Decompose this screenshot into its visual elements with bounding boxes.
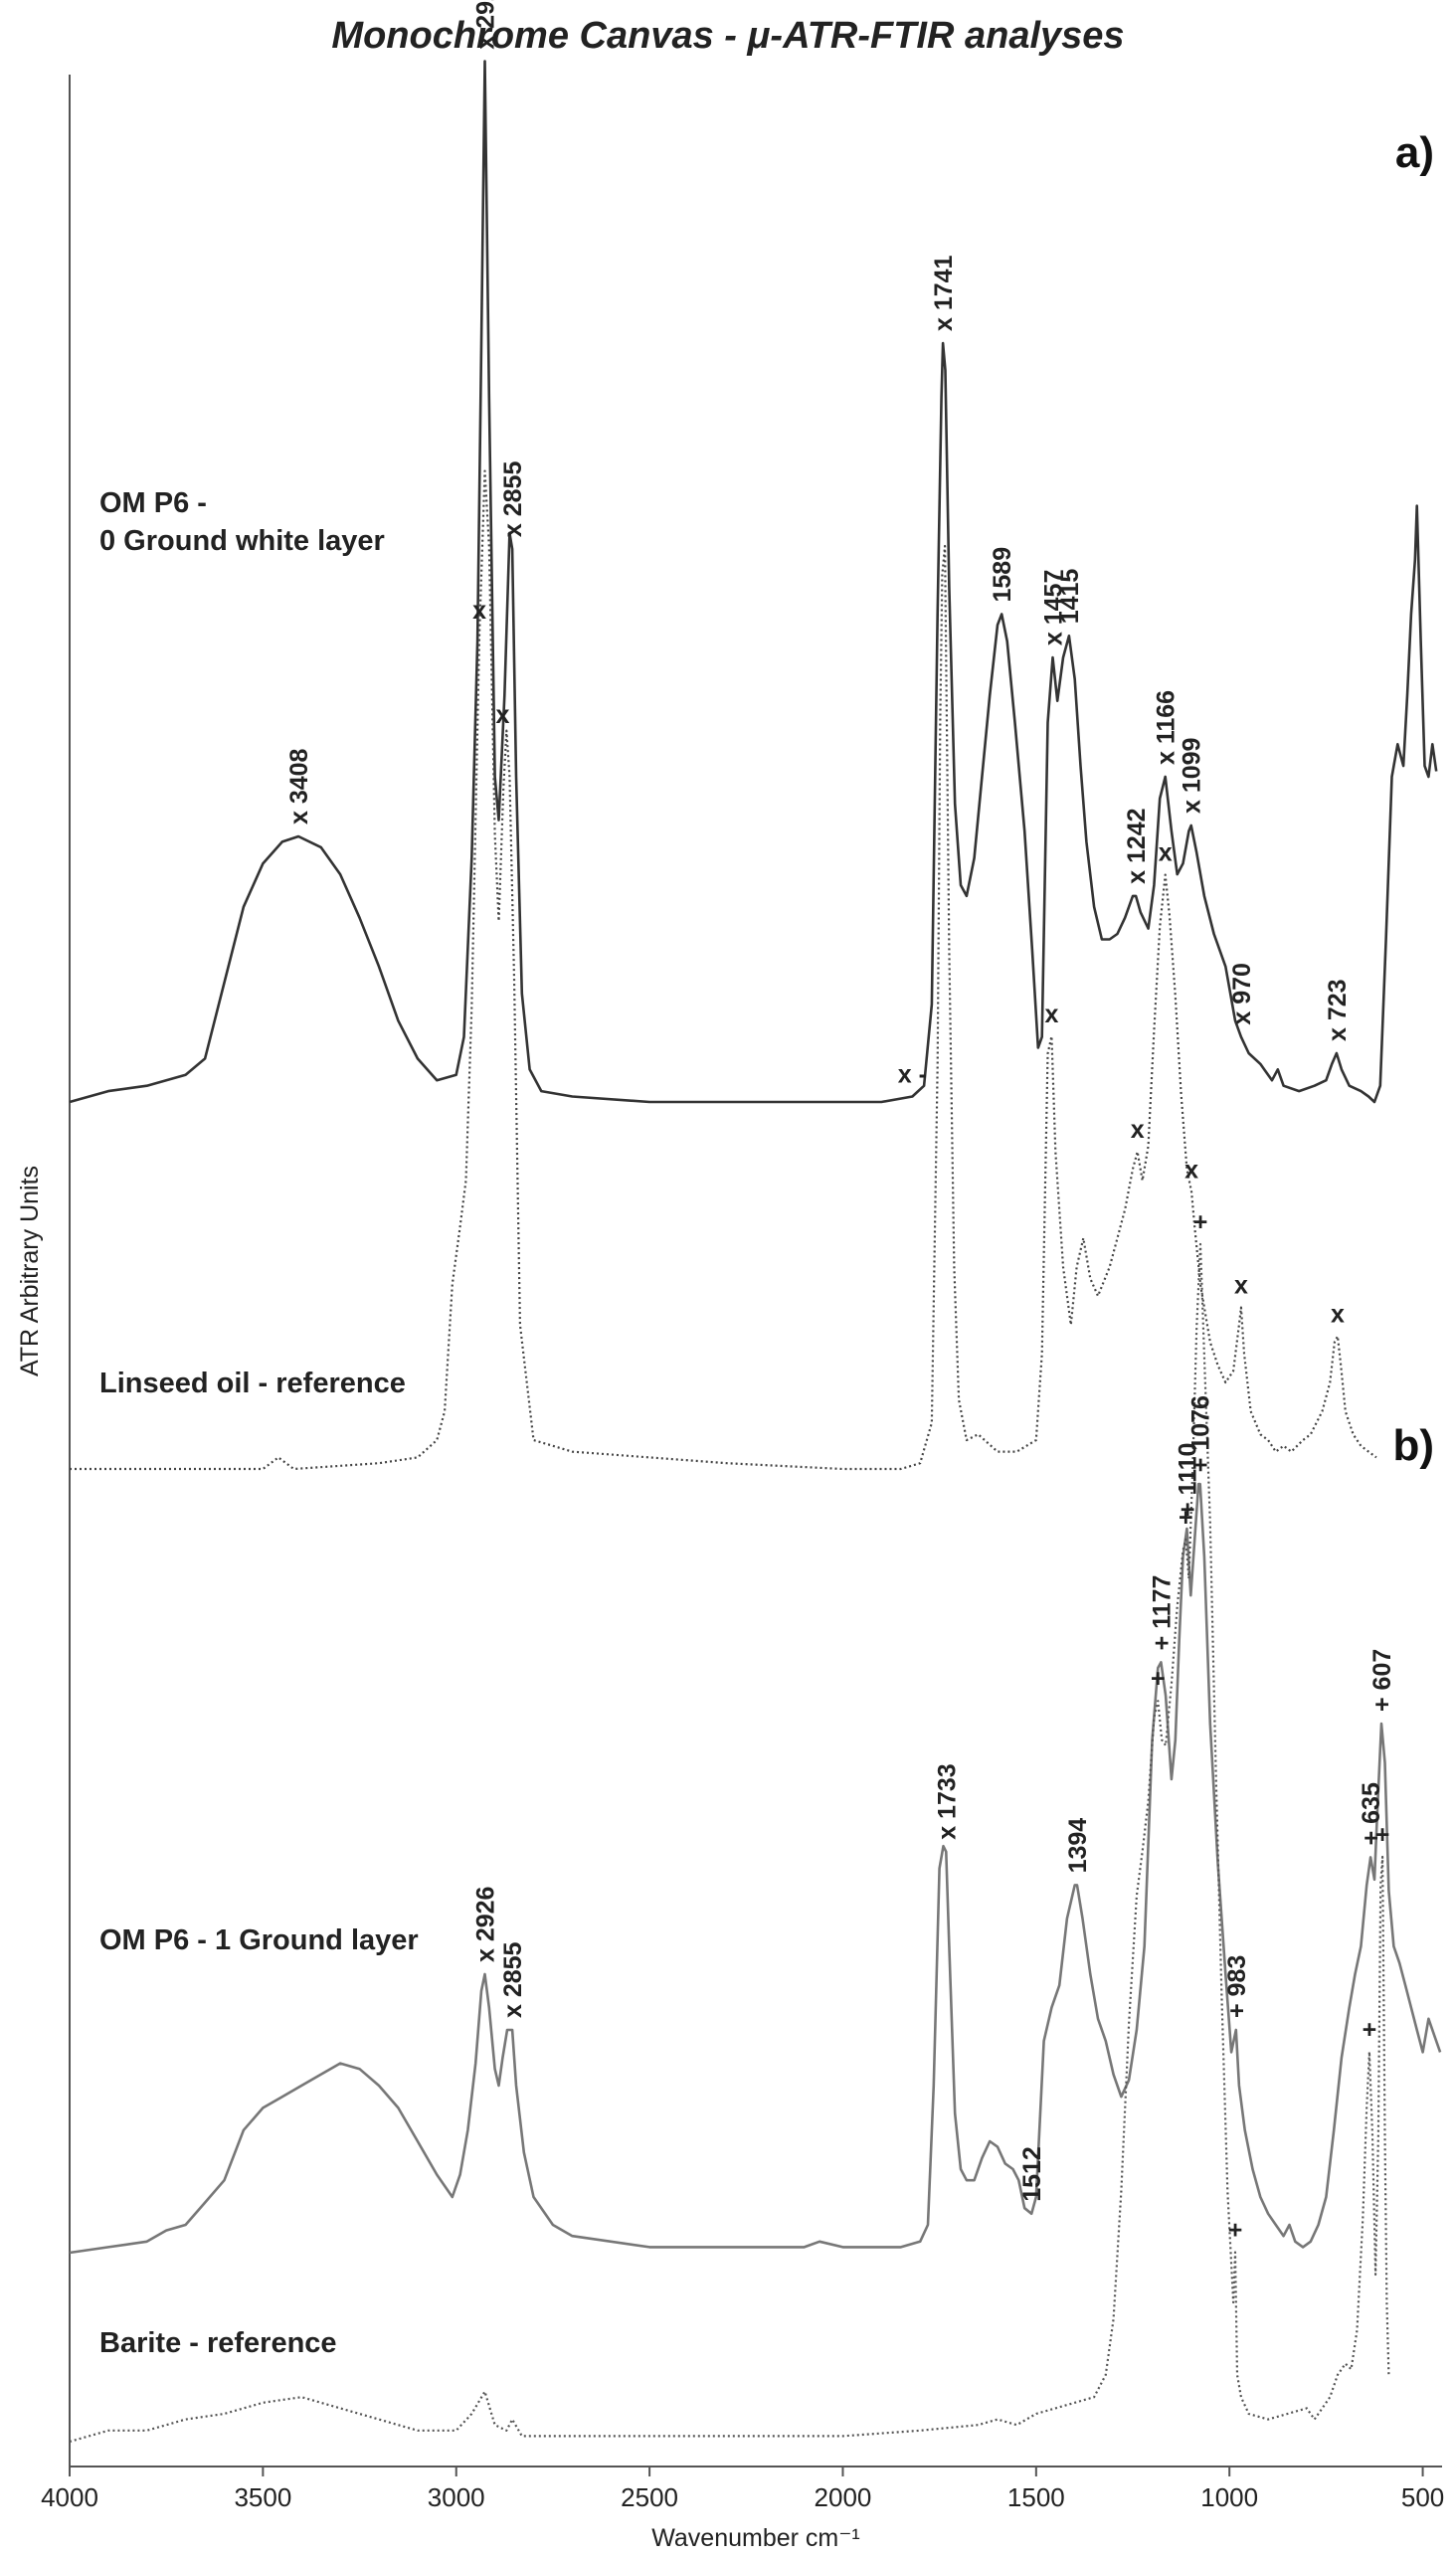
peak-annotation: x: [495, 701, 509, 729]
peak-annotation: + 983: [1223, 1955, 1251, 2018]
peak-annotation: x 1242: [1123, 808, 1151, 883]
peak-annotation: x: [472, 597, 486, 625]
peak-annotation: x: [1159, 839, 1173, 867]
panel-label-b: b): [1392, 1421, 1434, 1470]
x-tick-label: 2500: [621, 2482, 678, 2512]
peak-annotation: x: [1184, 1157, 1198, 1185]
peak-annotation: x 2855: [499, 461, 527, 538]
x-tick-label: 1000: [1200, 2482, 1258, 2512]
peak-annotation: x 723: [1324, 979, 1352, 1041]
peak-annotation: + 1076: [1187, 1395, 1215, 1472]
peak-annotation: x 1166: [1153, 690, 1181, 765]
peak-annotation: x 1741: [930, 255, 958, 331]
series-label: Linseed oil - reference: [99, 1368, 406, 1399]
peak-annotation: + 607: [1368, 1649, 1396, 1712]
peak-annotation: x: [1234, 1272, 1248, 1300]
peak-annotation: 1512: [1018, 2146, 1046, 2202]
peak-annotation: + 1177: [1148, 1575, 1176, 1651]
peak-annotation: + 1110: [1174, 1443, 1201, 1517]
peak-annotation: +: [1151, 1665, 1166, 1693]
peak-annotation: +: [1228, 2217, 1243, 2245]
x-tick-label: 2000: [815, 2482, 872, 2512]
peak-annotation: 1589: [989, 547, 1016, 603]
panel-label-a: a): [1395, 128, 1434, 177]
series-label: Barite - reference: [99, 2327, 337, 2359]
peak-annotation: x: [1331, 1301, 1345, 1329]
x-tick-label: 3000: [428, 2482, 485, 2512]
peak-annotation: x -: [898, 1061, 927, 1089]
series-label: 0 Ground white layer: [99, 525, 385, 557]
series-line-0-1: [70, 469, 1377, 1471]
peak-annotation: x 2926: [472, 1887, 500, 1962]
peak-annotation: 1394: [1064, 1818, 1092, 1874]
peak-annotation: x 1457: [1040, 570, 1068, 645]
series-label: OM P6 -: [99, 487, 207, 519]
peak-annotation: x: [1131, 1116, 1145, 1144]
series-line-0-0: [69, 60, 1438, 1104]
peak-annotation: x 2855: [499, 1941, 527, 2018]
peak-annotation: +: [1193, 1208, 1208, 1236]
plot-area: OM P6 - 0 Ground white layer Linseed oil -…: [69, 0, 1442, 2444]
x-tick-label: 1500: [1007, 2482, 1065, 2512]
x-tick-label: 500: [1401, 2482, 1444, 2512]
chart-title: Monochrome Canvas - μ-ATR-FTIR analyses: [331, 15, 1124, 57]
peak-annotation: x 1099: [1179, 738, 1206, 814]
peak-annotation: +: [1179, 1504, 1193, 1532]
series-label: OM P6 - 1 Ground layer: [99, 1924, 419, 1956]
series-line-1-0: [69, 1482, 1442, 2255]
x-tick-label: 4000: [41, 2482, 98, 2512]
x-axis-label: Wavenumber cm⁻¹: [651, 2524, 860, 2552]
peak-annotation: x 970: [1228, 963, 1256, 1025]
x-ticks: 4000 3500 3000 2500 2000 1500 1000 500: [41, 2467, 1444, 2512]
peak-annotation: +: [1375, 1821, 1390, 1849]
peak-annotation: 1415: [1056, 569, 1084, 625]
peak-annotation: x 1733: [933, 1763, 961, 1839]
peak-annotation: x 2926: [472, 0, 500, 50]
peak-annotation: x: [1044, 1001, 1058, 1028]
series-line-1-1: [69, 1242, 1390, 2444]
x-tick-label: 3500: [234, 2482, 291, 2512]
y-axis-label: ATR Arbitrary Units: [16, 1166, 44, 1376]
peak-annotation: + 635: [1358, 1782, 1385, 1845]
peak-annotation: +: [1363, 2016, 1377, 2044]
peak-annotation: x 3408: [285, 748, 313, 824]
